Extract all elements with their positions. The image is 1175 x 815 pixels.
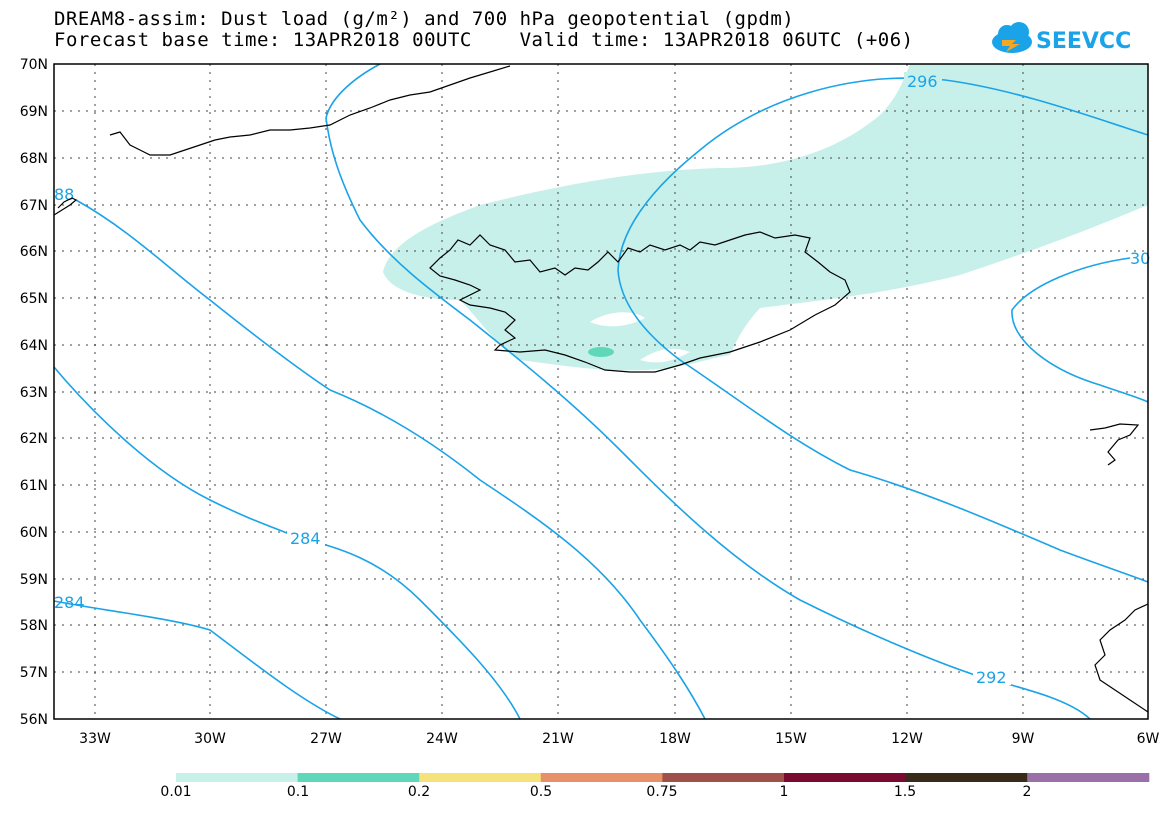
gridlines [54,64,1148,719]
lat-label: 56N [20,712,48,728]
colorbar-label: 0.1 [286,784,310,800]
colorbar-label: 0.2 [407,784,431,800]
contour-line [325,63,1091,720]
lon-label: 27W [310,731,342,747]
chart-subtitle: Forecast base time: 13APR2018 00UTC Vali… [54,29,914,51]
colorbar-label: 0.5 [529,784,553,800]
dust-field [383,64,1148,371]
chart-title: DREAM8-assim: Dust load (g/m²) and 700 h… [54,8,795,30]
lon-label: 12W [891,731,923,747]
lon-label: 9W [1012,731,1035,747]
colorbar-swatch [662,773,785,782]
colorbar-swatch [784,773,907,782]
contour-line [53,600,341,720]
lat-label: 60N [20,525,48,541]
longitude-labels: 33W 30W 27W 24W 21W 18W 15W 12W 9W 6W [79,731,1159,747]
contour-label: 284 [290,529,321,548]
cloud-icon [992,22,1032,53]
lat-label: 59N [20,572,48,588]
colorbar-swatch [540,773,663,782]
contour-label: 30 [1130,249,1150,268]
seevccc-logo: SEEVCCC [992,22,1130,54]
lat-label: 58N [20,618,48,634]
colorbar-label: 2 [1022,784,1032,800]
map-frame [53,63,1149,720]
dust-gap [640,348,690,363]
contour-label: 88 [54,185,74,204]
greenland-coast-south [53,197,78,216]
iceland-coast [429,231,851,373]
colorbar-swatch [1027,773,1150,782]
faroe-coast [1089,423,1140,466]
colorbar-label: 1.5 [893,784,917,800]
colorbar-label: 0.01 [160,784,192,800]
colorbar-label: 0.75 [646,784,678,800]
lat-label: 62N [20,431,48,447]
lat-label: 68N [20,151,48,167]
lat-label: 70N [20,57,48,73]
contour-label: 292 [976,668,1007,687]
lon-label: 30W [194,731,226,747]
colorbar-swatch [297,773,420,782]
lon-label: 24W [426,731,458,747]
lon-label: 15W [775,731,807,747]
lat-label: 64N [20,338,48,354]
contour-label: 284 [54,593,85,612]
contour-line [1011,257,1149,403]
colorbar-swatch [905,773,1028,782]
dust-area [383,64,1148,371]
lon-label: 6W [1137,731,1160,747]
contour-line [75,199,706,720]
lat-label: 57N [20,665,48,681]
latitude-labels: 70N 69N 68N 67N 66N 65N 64N 63N 62N 61N … [20,57,48,728]
contour-label: 296 [907,72,938,91]
logo-text: SEEVCCC [1036,29,1130,54]
lat-label: 69N [20,104,48,120]
lat-label: 67N [20,198,48,214]
colorbar-swatch [176,773,299,782]
lon-label: 18W [659,731,691,747]
dust-patch-strong [588,347,614,357]
colorbar [176,773,1150,782]
scotland-coast [1094,603,1149,713]
lat-label: 65N [20,291,48,307]
lat-label: 61N [20,478,48,494]
colorbar-label: 1 [779,784,789,800]
contour-labels: 296 284 292 284 30 88 [54,72,1150,687]
colorbar-swatch [419,773,542,782]
dust-gap [590,312,645,327]
lon-label: 21W [542,731,574,747]
lat-label: 66N [20,244,48,260]
coastlines [53,65,1149,713]
lon-label: 33W [79,731,111,747]
lat-label: 63N [20,385,48,401]
greenland-coast [109,65,511,156]
